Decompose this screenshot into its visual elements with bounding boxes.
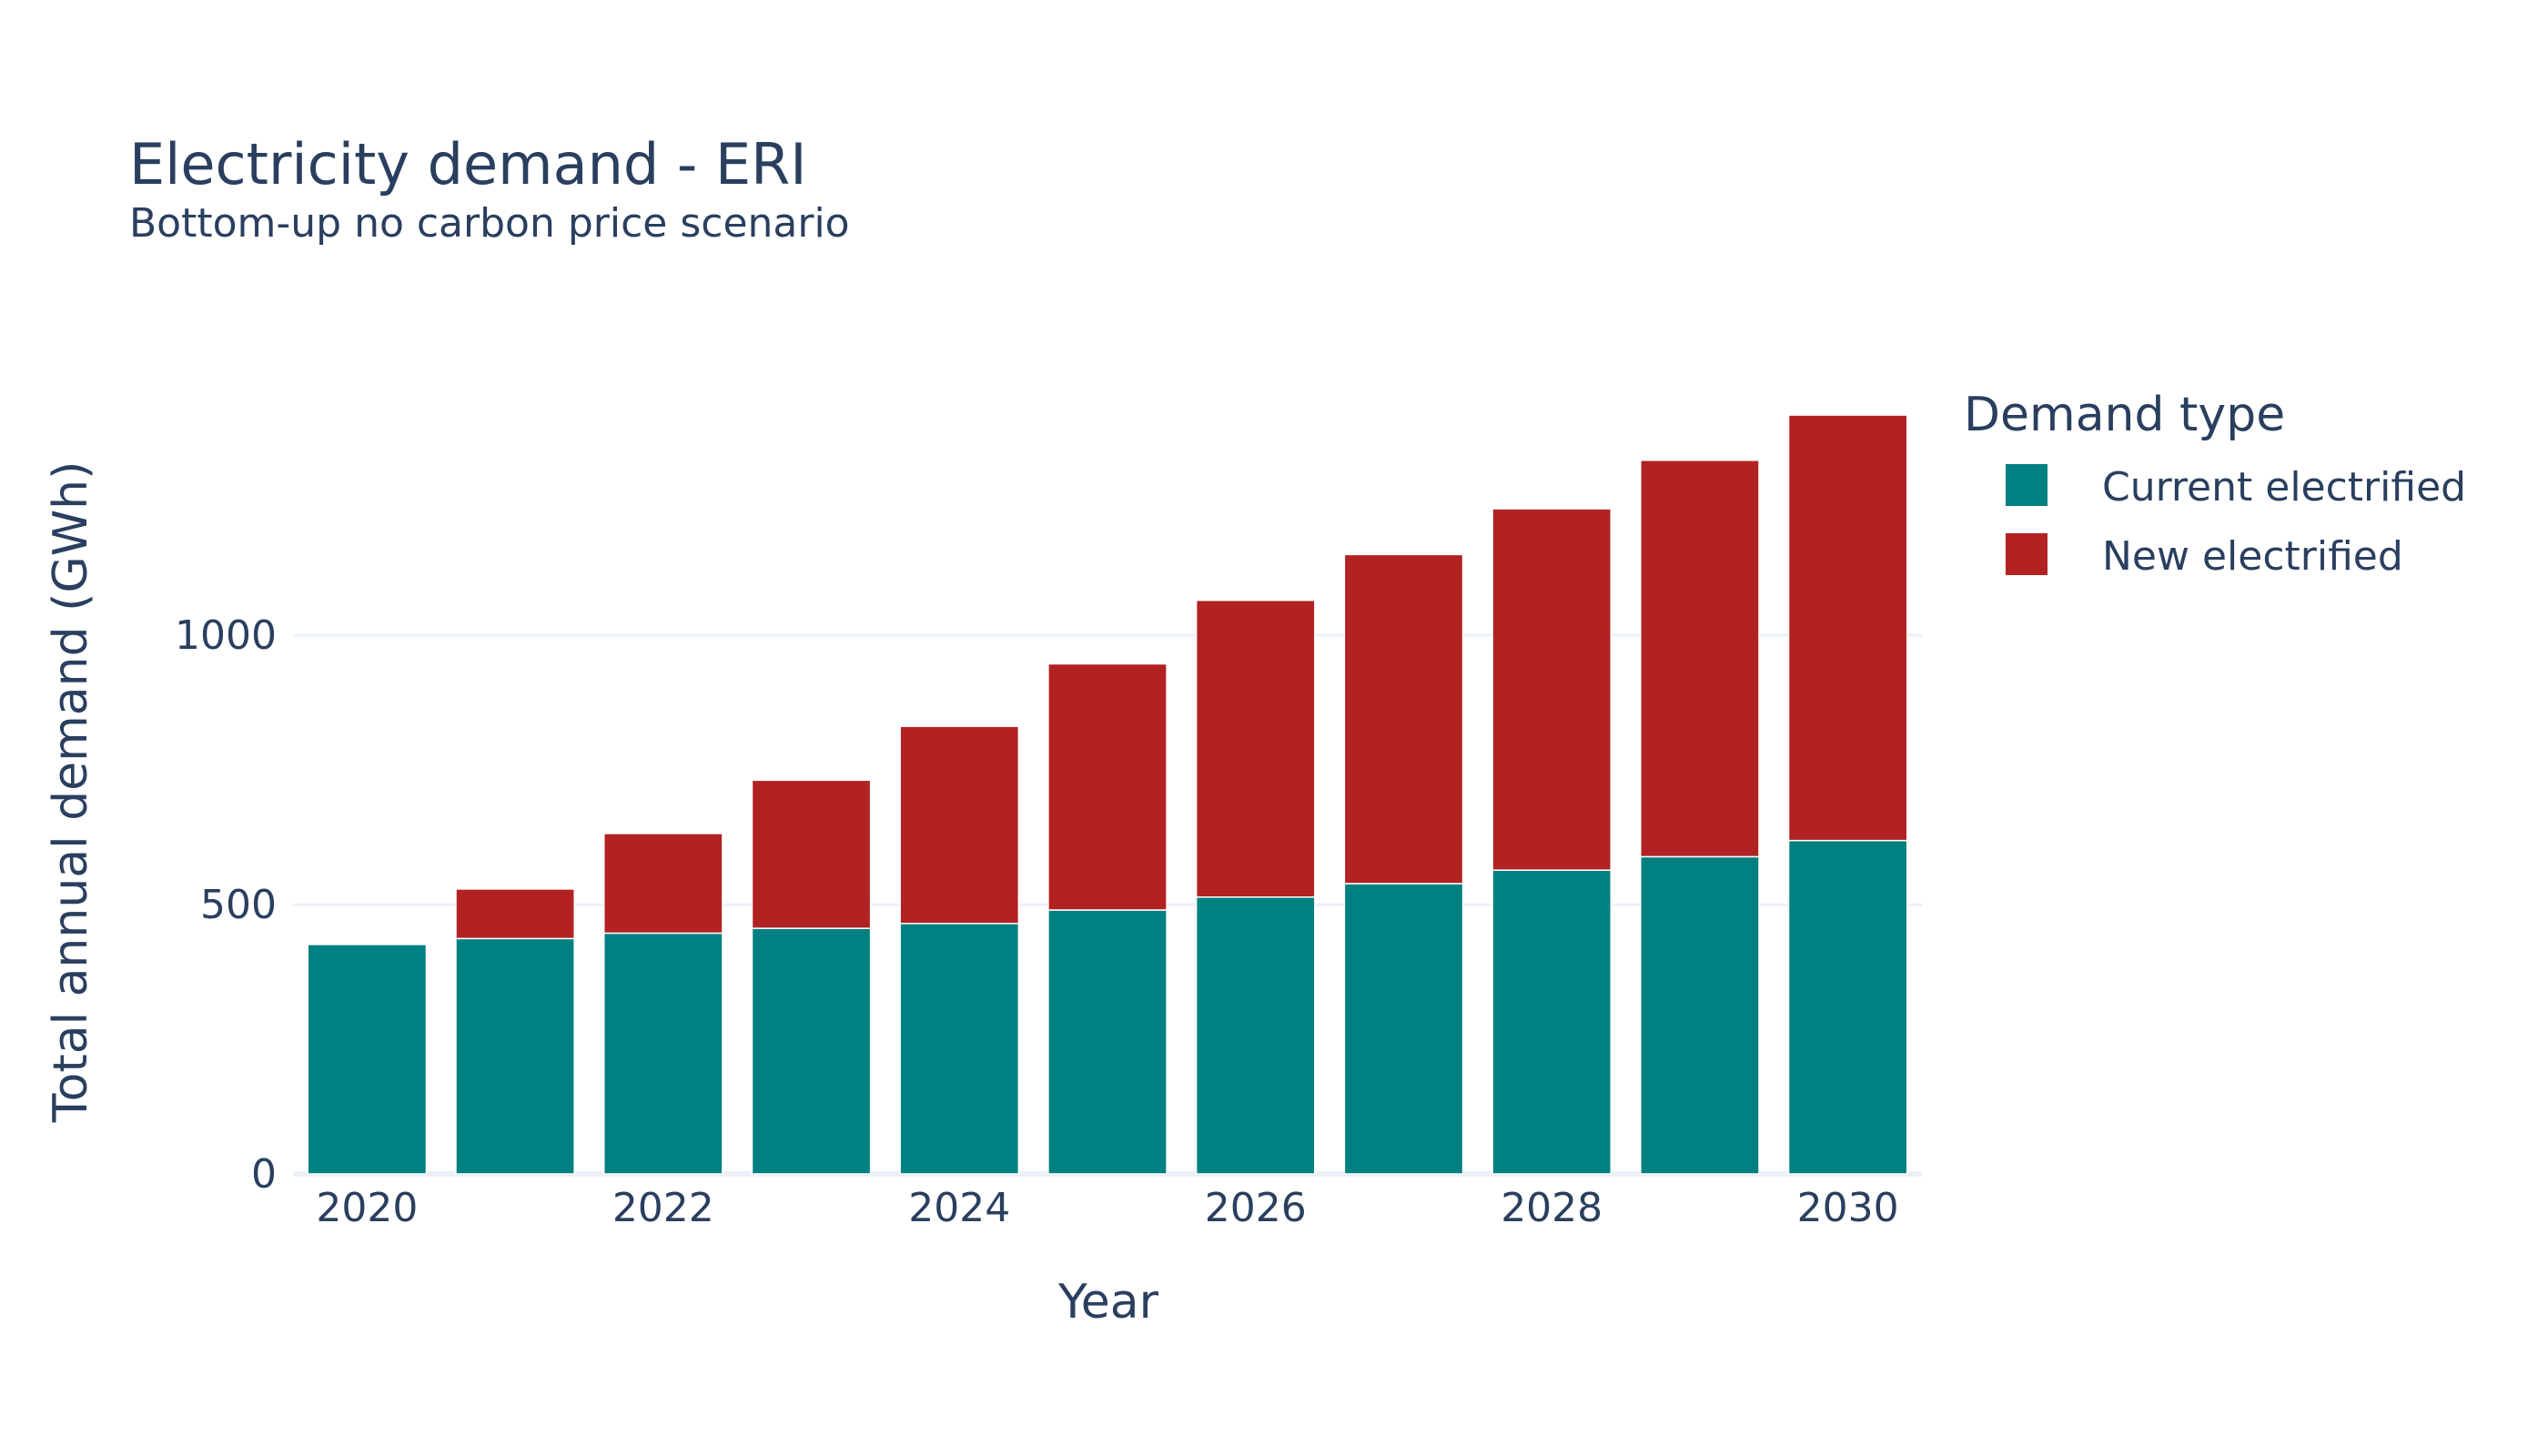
bar-current-electrified-2021[interactable] [455,937,575,1175]
legend-swatch-current-electrified [2006,464,2048,506]
y-tick-label: 1000 [175,612,277,659]
y-tick-label: 0 [251,1151,277,1198]
bar-current-electrified-2025[interactable] [1047,909,1168,1175]
bar-new-electrified-2024[interactable] [899,725,1020,925]
bar-current-electrified-2024[interactable] [899,923,1020,1175]
bar-current-electrified-2022[interactable] [602,932,723,1175]
bar-current-electrified-2020[interactable] [307,944,428,1175]
bar-new-electrified-2029[interactable] [1640,460,1760,858]
legend-label-current-electrified: Current electrified [2102,464,2466,511]
bar-current-electrified-2027[interactable] [1343,883,1464,1175]
bar-current-electrified-2028[interactable] [1491,869,1613,1175]
bar-new-electrified-2026[interactable] [1195,599,1316,898]
bars [307,414,1908,1175]
x-tick-label: 2020 [316,1185,418,1231]
bar-new-electrified-2023[interactable] [751,779,872,929]
legend-title: Demand type [1964,388,2285,442]
legend: Demand type Current electrified New elec… [1964,388,2466,580]
chart-subtitle: Bottom-up no carbon price scenario [129,200,850,247]
legend-label-new-electrified: New electrified [2102,533,2403,580]
x-tick-label: 2030 [1797,1185,1899,1231]
legend-item-current-electrified[interactable]: Current electrified [2006,464,2466,511]
legend-swatch-new-electrified [2006,533,2048,575]
bar-new-electrified-2028[interactable] [1491,508,1613,871]
bar-new-electrified-2027[interactable] [1343,553,1464,885]
legend-item-new-electrified[interactable]: New electrified [2006,533,2403,580]
bar-new-electrified-2030[interactable] [1787,414,1908,842]
y-axis-label: Total annual demand (GWh) [44,461,98,1124]
bar-new-electrified-2025[interactable] [1047,662,1168,911]
chart-title: Electricity demand - ERI [129,131,807,197]
x-tick-labels: 2020 2022 2024 2026 2028 2030 [316,1185,1898,1231]
bar-current-electrified-2029[interactable] [1640,855,1760,1175]
bar-new-electrified-2021[interactable] [455,888,575,940]
x-tick-label: 2024 [908,1185,1010,1231]
bar-current-electrified-2023[interactable] [751,927,872,1175]
x-axis-label: Year [1057,1275,1159,1330]
y-tick-label: 500 [200,882,277,928]
bar-current-electrified-2026[interactable] [1195,896,1316,1175]
y-tick-labels: 0 500 1000 [175,612,277,1198]
bar-new-electrified-2022[interactable] [602,833,723,935]
x-tick-label: 2022 [612,1185,714,1231]
x-tick-label: 2026 [1205,1185,1307,1231]
x-tick-label: 2028 [1501,1185,1603,1231]
bar-current-electrified-2030[interactable] [1787,839,1908,1175]
